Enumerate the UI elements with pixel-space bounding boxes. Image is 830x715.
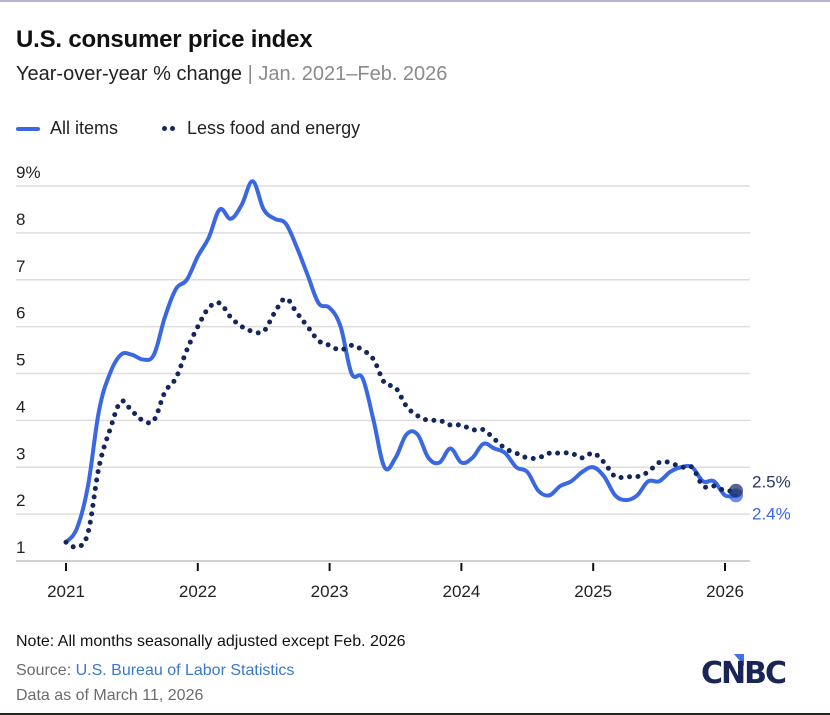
y-tick-label: 1: [16, 538, 25, 557]
x-axis: 2021 2022 2023 2024 2025 2026: [47, 563, 744, 601]
y-tick-label: 8: [16, 210, 25, 229]
legend: All items Less food and energy: [16, 118, 360, 139]
end-labels: 2.5% 2.4%: [752, 473, 791, 524]
x-tick-label: 2023: [311, 582, 349, 601]
source-prefix: Source:: [16, 662, 76, 679]
x-tick-label: 2022: [179, 582, 217, 601]
end-label-less-food-energy: 2.5%: [752, 473, 791, 492]
data-as-of: Data as of March 11, 2026: [16, 687, 204, 704]
subtitle-separator: |: [242, 63, 259, 85]
series-lines: [63, 179, 743, 550]
solid-line-icon: [16, 126, 40, 131]
y-tick-label: 7: [16, 257, 25, 276]
footnote: Note: All months seasonally adjusted exc…: [16, 633, 406, 650]
y-tick-label: 3: [16, 444, 25, 463]
y-tick-label: 9%: [16, 163, 41, 182]
logo-accent: [734, 654, 744, 666]
y-tick-label: 6: [16, 304, 25, 323]
y-tick-label: 5: [16, 351, 25, 370]
x-tick-label: 2026: [706, 582, 744, 601]
top-border: [0, 0, 830, 2]
end-label-all-items: 2.4%: [752, 504, 791, 523]
legend-label-core: Less food and energy: [187, 118, 361, 138]
y-tick-label: 4: [16, 397, 25, 416]
source-line: Source: U.S. Bureau of Labor Statistics: [16, 662, 294, 680]
subtitle-main: Year-over-year % change: [16, 63, 243, 85]
chart-subtitle: Year-over-year % change | Jan. 2021–Feb.…: [16, 63, 447, 86]
x-tick-label: 2025: [574, 582, 612, 601]
series-line-less-food-energy: [63, 295, 739, 550]
chart-title: U.S. consumer price index: [16, 26, 313, 53]
y-tick-label: 2: [16, 491, 25, 510]
bottom-border: [0, 713, 830, 715]
grid-lines: [16, 185, 750, 562]
dotted-line-icon: [162, 126, 176, 131]
logo-text: CNBC: [701, 656, 786, 690]
end-marker-less-food-energy: [728, 483, 743, 498]
series-line-all-items: [64, 179, 738, 545]
y-axis-labels: 1 2 3 4 5 6 7 8 9%: [16, 163, 41, 557]
subtitle-range: Jan. 2021–Feb. 2026: [258, 63, 448, 85]
x-tick-label: 2021: [47, 582, 85, 601]
line-chart: 1 2 3 4 5 6 7 8 9% 2021 2022 2023 2024 2025 2026 2.5%…: [16, 163, 791, 601]
cnbc-logo: CNBC: [701, 654, 788, 690]
legend-label-all-items: All items: [50, 118, 119, 138]
source-link[interactable]: U.S. Bureau of Labor Statistics: [75, 662, 295, 679]
x-tick-label: 2024: [442, 582, 480, 601]
